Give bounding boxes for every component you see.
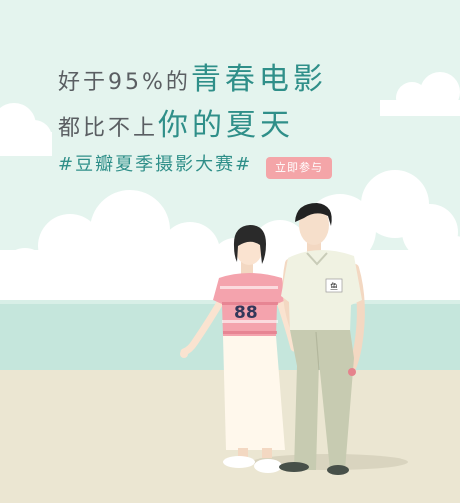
headline-line-2: 都比不上你的夏天 <box>58 108 327 154</box>
girl-jersey-number: 88 <box>234 303 258 323</box>
headline-line-1-emphasis: 青春电影 <box>190 62 327 97</box>
right-top-cloud <box>380 72 460 116</box>
boy-figure: 鱼 <box>279 203 365 475</box>
boy-badge-text: 鱼 <box>330 281 338 291</box>
left-cloud <box>0 103 52 156</box>
girl-figure: 88 <box>180 225 298 473</box>
headline-line-2-plain: 都比不上 <box>58 116 159 141</box>
headline-line-2-emphasis: 你的夏天 <box>158 108 295 143</box>
headline-line-1-plain: 好于95%的 <box>58 70 191 95</box>
headline: 好于95%的青春电影 都比不上你的夏天 <box>58 62 327 154</box>
join-now-button[interactable]: 立即参与 <box>266 157 332 179</box>
headline-line-1: 好于95%的青春电影 <box>58 62 327 108</box>
campaign-hashtag: #豆瓣夏季摄影大赛# <box>58 154 253 175</box>
